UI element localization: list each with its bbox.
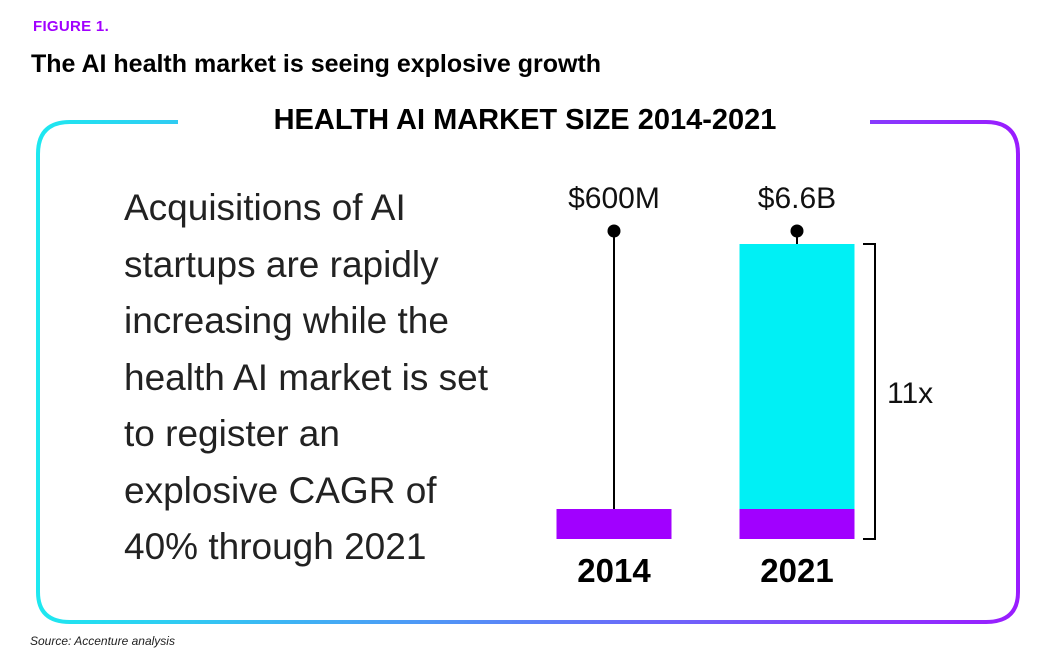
category-label-2014: 2014 — [577, 552, 651, 589]
figure-label: FIGURE 1. — [33, 18, 110, 35]
chart-title: HEALTH AI MARKET SIZE 2014-2021 — [273, 104, 777, 136]
growth-bracket — [863, 243, 876, 540]
bar-growth-2021 — [739, 244, 855, 509]
value-dot-2014 — [607, 224, 621, 238]
bar-base-2014 — [556, 509, 672, 539]
figure-title: The AI health market is seeing explosive… — [31, 50, 602, 78]
category-label-2021: 2021 — [760, 552, 833, 589]
narrative-text: Acquisitions of AI startups are rapidly … — [124, 187, 489, 567]
source-note: Source: Accenture analysis — [30, 634, 175, 648]
bar-base-2021 — [739, 509, 855, 539]
value-dot-2021 — [790, 224, 804, 238]
value-label-2014: $600M — [568, 182, 660, 215]
growth-annotation: 11x — [887, 377, 933, 410]
value-label-2021: $6.6B — [758, 182, 836, 215]
